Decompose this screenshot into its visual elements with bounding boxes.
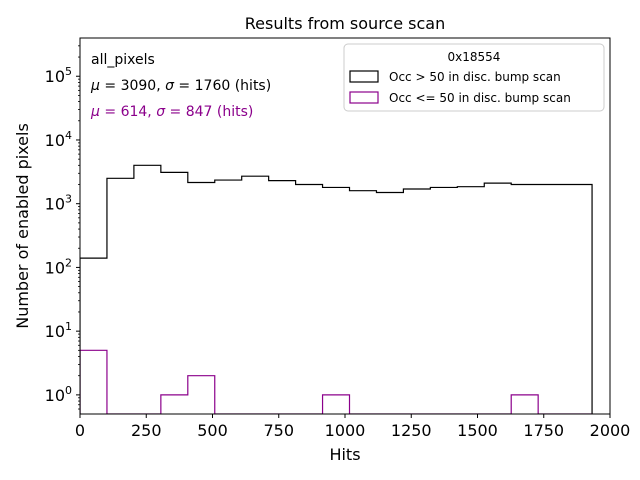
x-tick-label: 1250 [391, 421, 432, 440]
y-tick-label: 100 [45, 384, 72, 405]
x-axis-ticks: 0 250 500 750 1000 1250 1500 1750 2000 [75, 414, 630, 440]
y-tick-label: 101 [45, 320, 72, 341]
x-tick-label: 1750 [523, 421, 564, 440]
y-tick-label: 102 [45, 256, 72, 277]
legend-frame [343, 43, 605, 112]
stats-purple-sigma: 847 [186, 104, 213, 120]
y-tick-label: 104 [45, 129, 72, 150]
stats-purple-unit: (hits) [217, 104, 253, 120]
x-tick-label: 1500 [457, 421, 498, 440]
y-tick-label: 105 [45, 65, 72, 86]
x-tick-label: 0 [75, 421, 85, 440]
legend-label-occ-le-50: Occ <= 50 in disc. bump scan [389, 91, 571, 105]
legend-title: 0x18554 [448, 50, 501, 64]
y-tick-label: 103 [45, 193, 72, 214]
x-tick-label: 1000 [325, 421, 366, 440]
x-tick-label: 500 [197, 421, 228, 440]
annotation-stats-black: μ = 3090, σ = 1760 (hits) [90, 78, 271, 94]
histogram-series-0 [80, 164, 593, 414]
legend-label-occ-gt-50: Occ > 50 in disc. bump scan [389, 70, 561, 84]
legend-swatch-occ-le-50 [349, 91, 379, 104]
stats-black-mu: 3090 [121, 78, 157, 94]
annotation-dataset: all_pixels [91, 52, 155, 68]
annotation-stats-purple: μ = 614, σ = 847 (hits) [90, 104, 253, 120]
legend-swatch-occ-gt-50 [349, 70, 379, 83]
stats-black-sigma: 1760 [195, 78, 231, 94]
x-tick-label: 2000 [590, 421, 631, 440]
y-axis-label: Number of enabled pixels [13, 123, 32, 329]
stats-annotations: all_pixels μ = 3090, σ = 1760 (hits) μ =… [90, 52, 271, 120]
stats-purple-mu: 614 [121, 104, 148, 120]
x-tick-label: 250 [131, 421, 162, 440]
x-axis-label: Hits [329, 445, 360, 464]
chart-title: Results from source scan [245, 14, 445, 33]
stats-black-unit: (hits) [235, 78, 271, 94]
legend: 0x18554 Occ > 50 in disc. bump scan Occ … [343, 43, 605, 112]
histogram-series-1 [80, 349, 593, 414]
y-axis-ticks: 100 101 102 103 104 105 [45, 45, 80, 410]
x-tick-label: 750 [263, 421, 294, 440]
